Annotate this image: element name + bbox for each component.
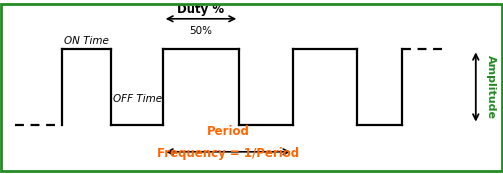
Text: Frequency = 1/Period: Frequency = 1/Period — [157, 147, 299, 160]
Text: 50%: 50% — [190, 26, 212, 36]
Text: ON Time: ON Time — [64, 36, 109, 46]
Text: Duty %: Duty % — [178, 3, 224, 17]
Text: OFF Time: OFF Time — [114, 94, 162, 104]
Text: Amplitude: Amplitude — [485, 55, 495, 119]
Text: Period: Period — [207, 125, 249, 138]
